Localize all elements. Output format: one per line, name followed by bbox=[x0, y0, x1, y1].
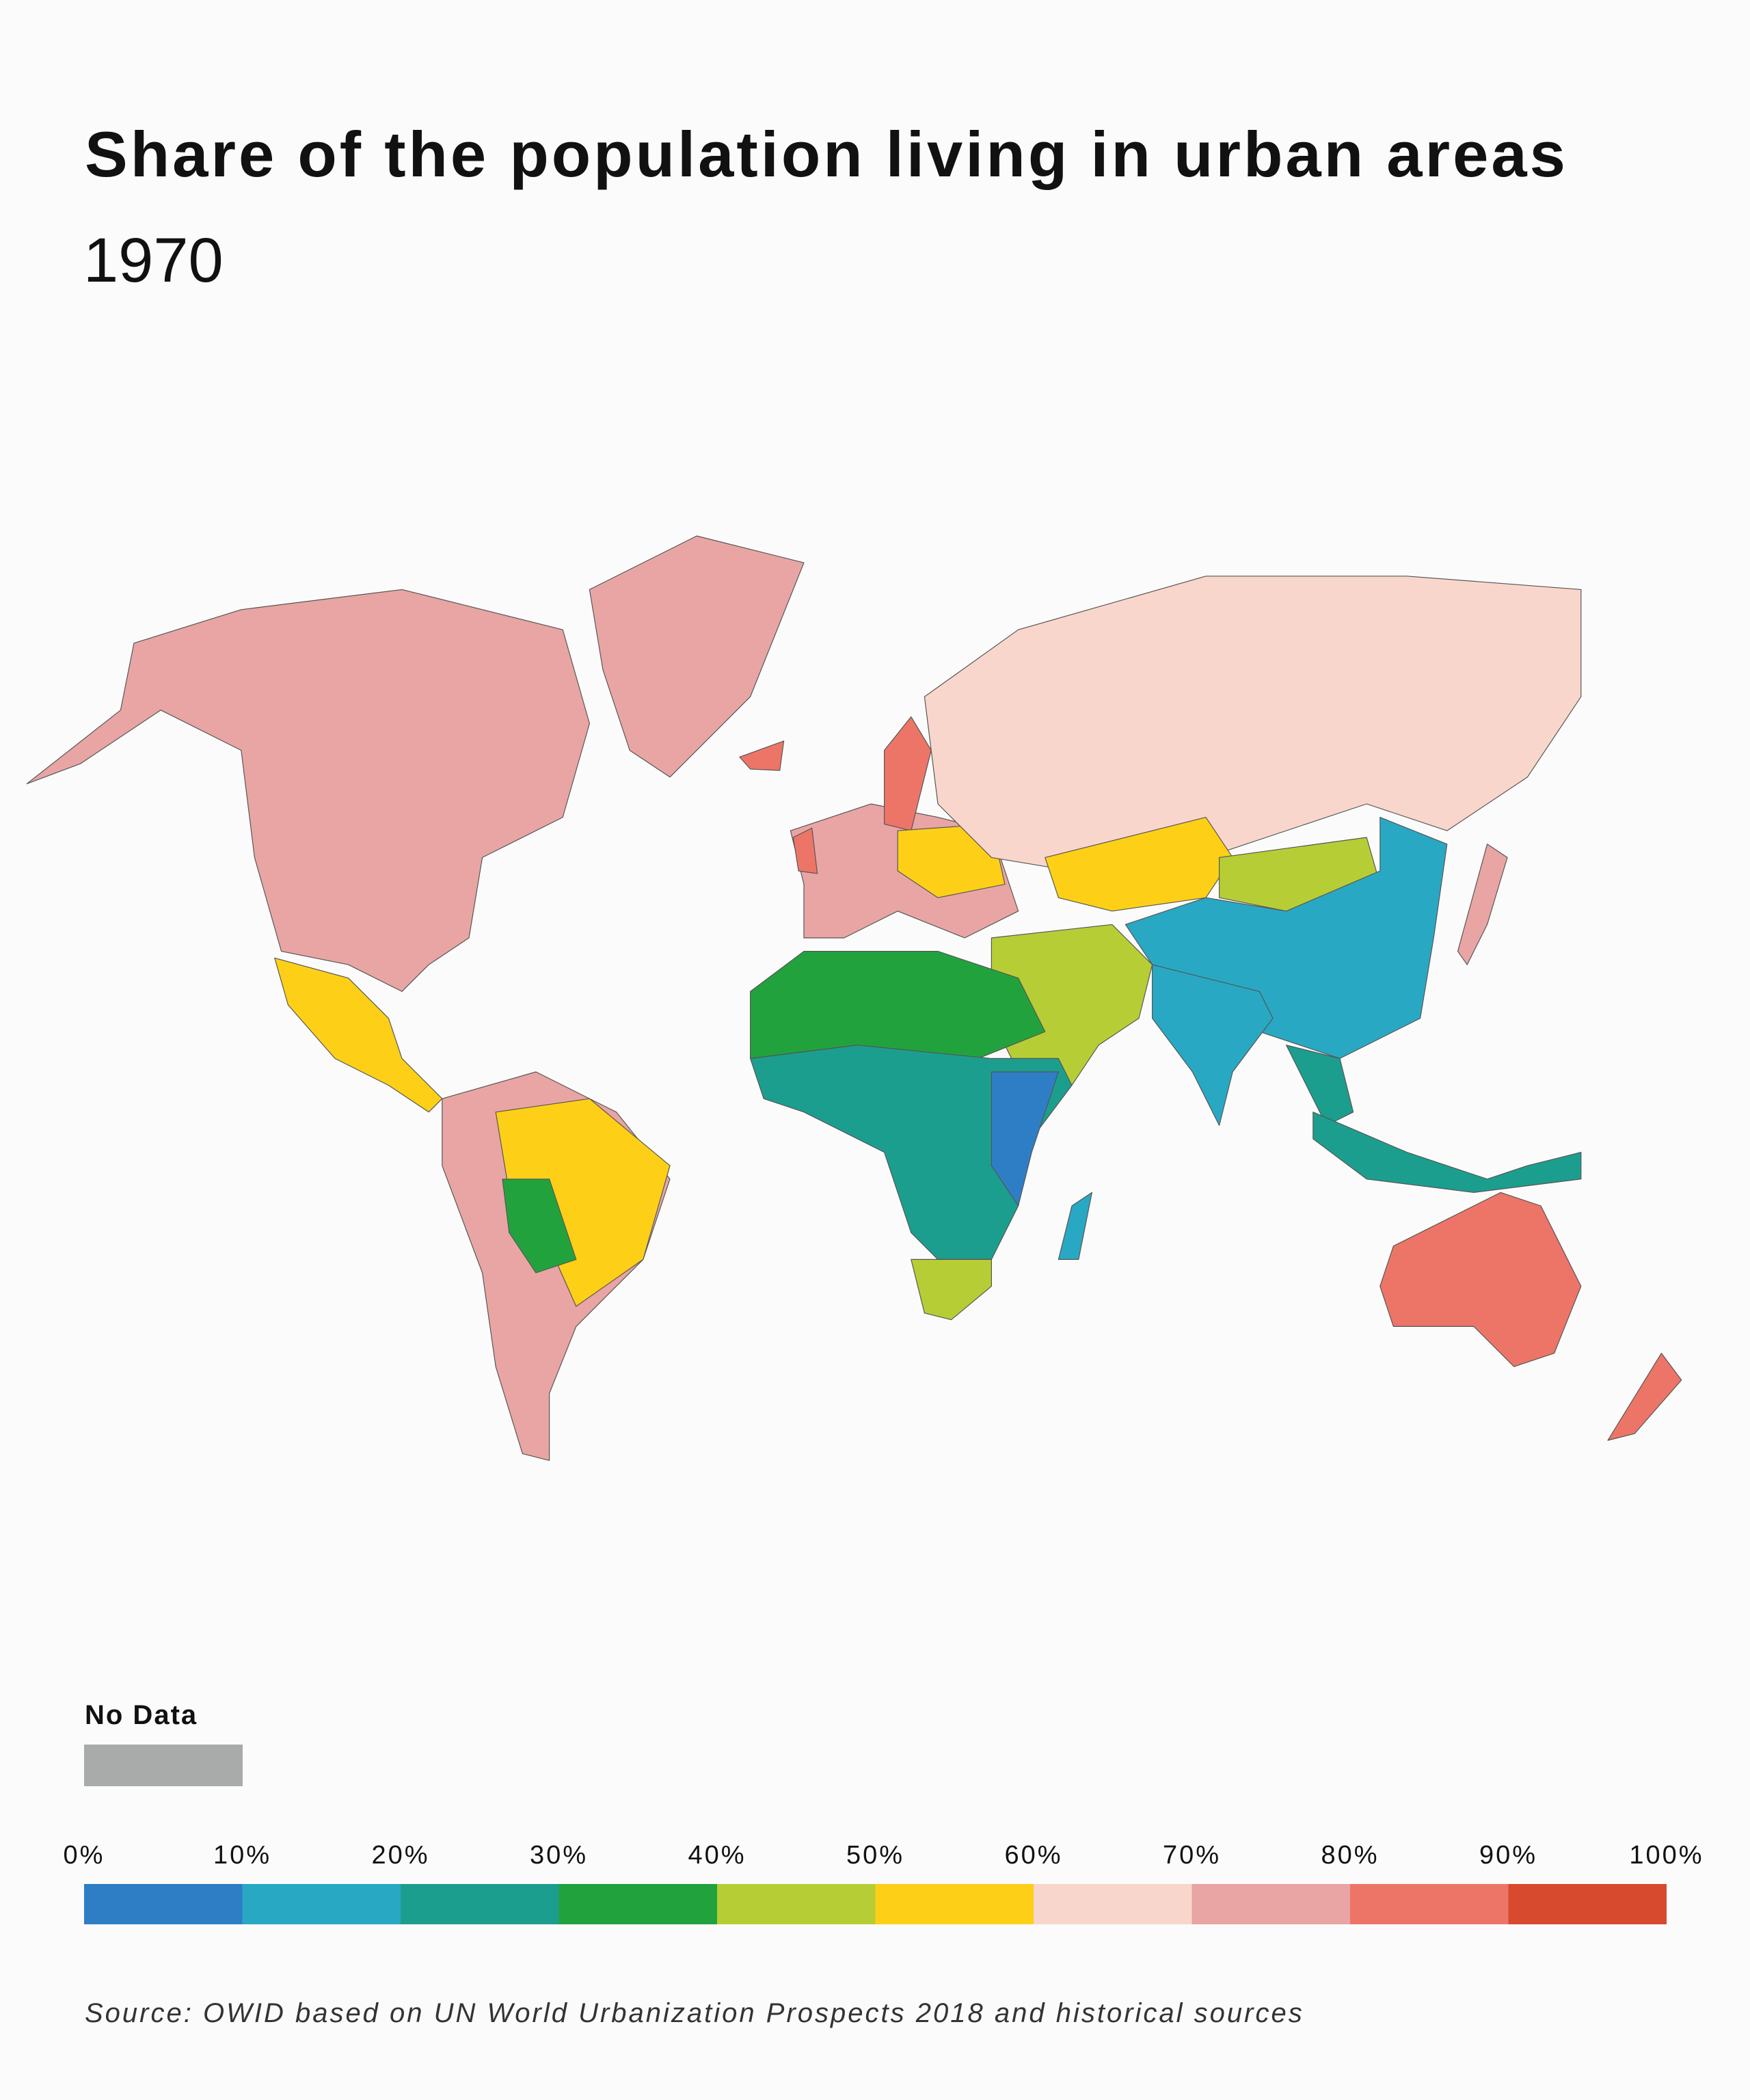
source-note: Source: OWID based on UN World Urbanizat… bbox=[85, 1998, 1304, 2028]
iceland bbox=[739, 740, 785, 771]
madagascar bbox=[1058, 1192, 1092, 1260]
russia bbox=[924, 576, 1582, 872]
uk bbox=[792, 827, 818, 874]
bolivia bbox=[502, 1179, 577, 1274]
southern-africa bbox=[911, 1258, 992, 1321]
indonesia bbox=[1312, 1112, 1582, 1193]
world-map bbox=[26, 535, 1682, 1461]
chart-title: Share of the population living in urban … bbox=[85, 118, 1568, 190]
colorbar-bin bbox=[84, 1884, 243, 1924]
colorbar-bin bbox=[1350, 1884, 1509, 1924]
colorbar-bin bbox=[558, 1884, 717, 1924]
colorbar-bin bbox=[717, 1884, 876, 1924]
north-america bbox=[26, 589, 590, 992]
colorbar-bin bbox=[1034, 1884, 1192, 1924]
east-africa bbox=[991, 1071, 1059, 1207]
mexico-central-america bbox=[274, 957, 443, 1113]
southeast-asia bbox=[1286, 1045, 1354, 1126]
colorbar-tick-label: 30% bbox=[530, 1841, 588, 1870]
colorbar-bin bbox=[1508, 1884, 1667, 1924]
colorbar-tick-label: 90% bbox=[1479, 1841, 1537, 1870]
colorbar-tick-label: 40% bbox=[688, 1841, 746, 1870]
colorbar-tick-label: 80% bbox=[1321, 1841, 1379, 1870]
new-zealand bbox=[1607, 1353, 1682, 1441]
chart-subtitle: 1970 bbox=[83, 226, 224, 295]
japan bbox=[1457, 844, 1508, 965]
no-data-swatch bbox=[84, 1745, 243, 1786]
colorbar-bin bbox=[875, 1884, 1034, 1924]
colorbar-tick-label: 50% bbox=[846, 1841, 904, 1870]
colorbar-tick-label: 60% bbox=[1004, 1841, 1062, 1870]
scandinavia bbox=[884, 716, 932, 831]
india bbox=[1152, 964, 1274, 1126]
no-data-label: No Data bbox=[85, 1700, 198, 1730]
colorbar-tick-label: 10% bbox=[213, 1841, 271, 1870]
colorbar-bin bbox=[401, 1884, 559, 1924]
australia bbox=[1379, 1192, 1582, 1367]
colorbar-tick-label: 0% bbox=[64, 1841, 105, 1870]
colorbar-tick-label: 70% bbox=[1163, 1841, 1221, 1870]
colorbar-bin bbox=[1192, 1884, 1350, 1924]
colorbar-tick-label: 100% bbox=[1629, 1841, 1704, 1870]
colorbar-bin bbox=[242, 1884, 401, 1924]
colorbar-tick-label: 20% bbox=[371, 1841, 429, 1870]
greenland bbox=[589, 535, 805, 778]
